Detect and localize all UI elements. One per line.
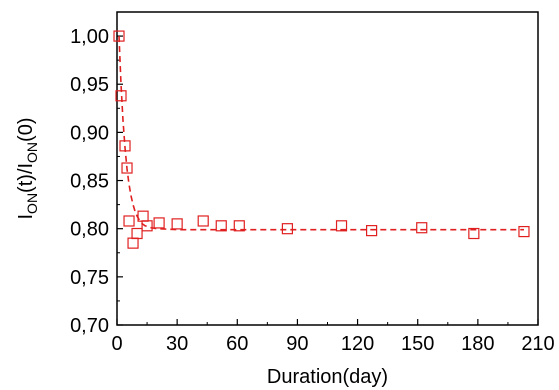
x-tick-label: 30 xyxy=(166,333,188,355)
data-point xyxy=(215,220,227,232)
x-tick-label: 120 xyxy=(341,333,374,355)
fit-curve-layer xyxy=(118,36,524,231)
y-axis: 0,70 0,75 0,80 0,85 0,90 0,95 1,00 xyxy=(70,26,123,337)
data-point xyxy=(335,220,348,232)
y-axis-title-part: (0) xyxy=(15,117,37,141)
data-point xyxy=(141,220,153,232)
y-axis-title-subscript: ON xyxy=(24,142,40,163)
data-point xyxy=(123,215,135,227)
y-tick-label: 0,75 xyxy=(70,267,109,289)
y-axis-title: ION(t)/ION(0) xyxy=(15,117,40,219)
data-point xyxy=(131,227,143,240)
y-tick-label: 0,85 xyxy=(70,171,109,193)
data-point xyxy=(113,30,125,42)
data-point xyxy=(153,217,165,229)
x-tick-label: 210 xyxy=(521,333,554,355)
y-axis-title-part: (t)/I xyxy=(15,163,37,193)
data-point xyxy=(121,162,133,174)
x-tick-label: 90 xyxy=(286,333,308,355)
data-point xyxy=(233,220,245,232)
x-tick-label: 150 xyxy=(401,333,434,355)
plot-frame xyxy=(116,11,539,326)
y-axis-title-part: I xyxy=(15,214,37,220)
data-point xyxy=(518,225,530,238)
y-tick-label: 0,70 xyxy=(70,315,109,337)
data-point xyxy=(119,140,131,152)
data-point xyxy=(281,223,294,235)
y-tick-label: 1,00 xyxy=(70,26,109,48)
x-tick-label: 60 xyxy=(226,333,248,355)
data-points-layer xyxy=(113,30,530,249)
y-axis-title-subscript: ON xyxy=(24,193,40,214)
x-tick-label: 0 xyxy=(111,333,122,355)
y-tick-label: 0,80 xyxy=(70,219,109,241)
data-point xyxy=(468,227,480,240)
data-point xyxy=(127,237,139,249)
x-tick-label: 180 xyxy=(461,333,494,355)
y-tick-label: 0,95 xyxy=(70,74,109,96)
x-axis: 0 30 60 90 120 150 180 210 xyxy=(111,319,555,355)
data-point xyxy=(197,215,209,227)
data-point xyxy=(416,222,428,234)
fit-curve xyxy=(118,36,524,231)
y-tick-label: 0,90 xyxy=(70,122,109,144)
data-point xyxy=(171,218,183,230)
data-point xyxy=(366,225,378,237)
x-axis-title: Duration(day) xyxy=(267,366,388,388)
data-point xyxy=(115,90,127,102)
plot-border xyxy=(116,11,539,326)
